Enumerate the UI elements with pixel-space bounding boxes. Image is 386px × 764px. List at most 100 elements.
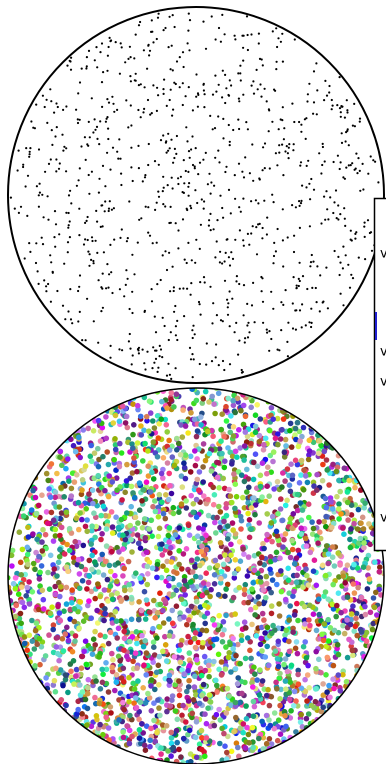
dot: [353, 102, 356, 105]
dot: [293, 436, 299, 443]
dot: [68, 236, 71, 239]
dot: [146, 350, 149, 353]
dot: [216, 446, 223, 452]
dot: [32, 663, 38, 669]
dot: [111, 291, 114, 295]
dot: [152, 508, 159, 515]
dot: [321, 142, 324, 145]
dot: [342, 245, 345, 248]
dot: [115, 625, 122, 632]
dot: [195, 238, 198, 241]
dot: [237, 445, 243, 451]
dot: [143, 597, 150, 603]
dot: [186, 727, 193, 734]
dot: [288, 461, 294, 468]
dot: [162, 134, 165, 137]
dot: [370, 249, 374, 252]
dot: [200, 396, 207, 402]
dot: [202, 207, 205, 210]
dot: [328, 84, 331, 88]
dot: [177, 229, 180, 232]
dot: [297, 284, 300, 288]
dot: [243, 703, 249, 709]
dot: [67, 226, 70, 229]
dot: [310, 325, 313, 329]
dot: [66, 547, 73, 554]
dot: [175, 134, 178, 138]
dot: [120, 183, 123, 187]
dot: [84, 705, 91, 712]
dot: [331, 104, 334, 107]
dot: [192, 462, 199, 469]
dot: [167, 338, 170, 342]
dot: [330, 461, 336, 468]
dot: [158, 751, 164, 757]
dot: [110, 420, 117, 426]
dot: [320, 692, 327, 698]
dot: [223, 586, 229, 592]
dot: [217, 580, 224, 586]
dot: [69, 648, 76, 655]
dot: [172, 289, 175, 293]
dot: [326, 682, 332, 689]
dot: [175, 152, 178, 155]
dot: [310, 439, 317, 446]
dot: [102, 251, 105, 254]
dot: [55, 603, 61, 610]
dot: [221, 69, 224, 72]
dot: [112, 687, 118, 694]
dot: [161, 356, 164, 359]
dot: [61, 608, 67, 614]
dot: [179, 434, 186, 440]
dot: [163, 78, 166, 81]
dot: [184, 95, 187, 98]
dot: [54, 634, 61, 641]
dot: [360, 526, 367, 532]
dot: [171, 114, 174, 117]
dot: [77, 599, 84, 605]
dot: [128, 45, 131, 48]
dot: [136, 716, 142, 723]
dot: [84, 586, 90, 592]
dot: [163, 492, 169, 498]
dot: [222, 216, 225, 219]
dot: [23, 257, 26, 260]
dot: [65, 170, 68, 173]
dot: [274, 478, 281, 485]
dot: [117, 157, 120, 160]
dot: [350, 652, 356, 659]
dot: [199, 281, 202, 284]
dot: [286, 236, 289, 239]
dot: [340, 525, 346, 531]
dot: [320, 704, 327, 711]
dot: [173, 156, 176, 160]
dot: [99, 120, 102, 123]
dot: [205, 512, 212, 519]
dot: [58, 233, 61, 236]
dot: [107, 629, 114, 636]
dot: [155, 697, 161, 703]
dot: [131, 686, 138, 692]
dot: [185, 607, 191, 614]
dot: [79, 653, 86, 660]
dot: [282, 502, 289, 509]
dot: [129, 634, 136, 640]
dot: [351, 520, 357, 527]
dot: [323, 457, 330, 463]
dot: [331, 563, 338, 569]
dot: [330, 676, 336, 682]
dot: [344, 499, 351, 506]
dot: [186, 662, 193, 669]
dot: [174, 447, 180, 453]
dot: [250, 476, 257, 483]
dot: [138, 432, 145, 438]
dot: [350, 273, 353, 276]
dot: [113, 475, 120, 481]
dot: [271, 486, 277, 492]
dot: [233, 331, 236, 334]
dot: [29, 638, 36, 644]
dot: [343, 217, 346, 220]
dot: [221, 433, 227, 440]
dot: [251, 143, 254, 146]
dot: [124, 424, 131, 431]
